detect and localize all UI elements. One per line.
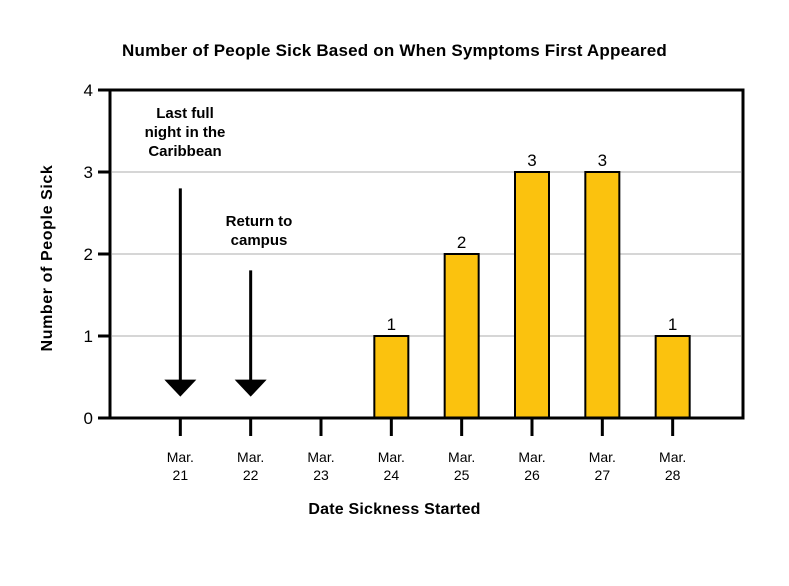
bar bbox=[443, 253, 480, 419]
annotation-arrow-head bbox=[234, 379, 267, 397]
annotation-return-to-campus: Return to campus bbox=[225, 213, 293, 249]
y-axis-tick-label: 2 bbox=[84, 245, 93, 264]
bar bbox=[584, 171, 621, 419]
x-axis-tick-label: Mar. 21 bbox=[167, 449, 194, 483]
y-axis-tick-label: 3 bbox=[84, 163, 93, 182]
bar-value-label: 3 bbox=[527, 151, 536, 170]
bar bbox=[514, 171, 550, 419]
x-axis-tick-label: Mar. 28 bbox=[659, 449, 686, 483]
bar bbox=[373, 335, 410, 419]
bar-value-label: 2 bbox=[457, 233, 466, 252]
x-axis-tick-label: Mar. 27 bbox=[589, 449, 616, 483]
y-axis-tick-label: 0 bbox=[84, 409, 93, 428]
chart-title: Number of People Sick Based on When Symp… bbox=[122, 41, 667, 60]
y-axis-tick-label: 1 bbox=[84, 327, 93, 346]
bar-value-label: 1 bbox=[387, 315, 396, 334]
annotation-arrow-head bbox=[164, 379, 197, 397]
x-axis-tick-label: Mar. 24 bbox=[378, 449, 405, 483]
annotation-last-full-night-caribbean: Last full night in the Caribbean bbox=[144, 105, 226, 160]
x-axis-tick-label: Mar. 23 bbox=[307, 449, 334, 483]
y-axis-tick-label: 4 bbox=[84, 81, 93, 100]
bar-value-label: 1 bbox=[668, 315, 677, 334]
bar bbox=[654, 335, 691, 419]
x-axis-tick-label: Mar. 25 bbox=[448, 449, 475, 483]
bar-value-label: 3 bbox=[598, 151, 607, 170]
x-axis-tick-label: Mar. 26 bbox=[518, 449, 545, 483]
x-axis-title: Date Sickness Started bbox=[308, 501, 481, 518]
x-axis-tick-label: Mar. 22 bbox=[237, 449, 264, 483]
